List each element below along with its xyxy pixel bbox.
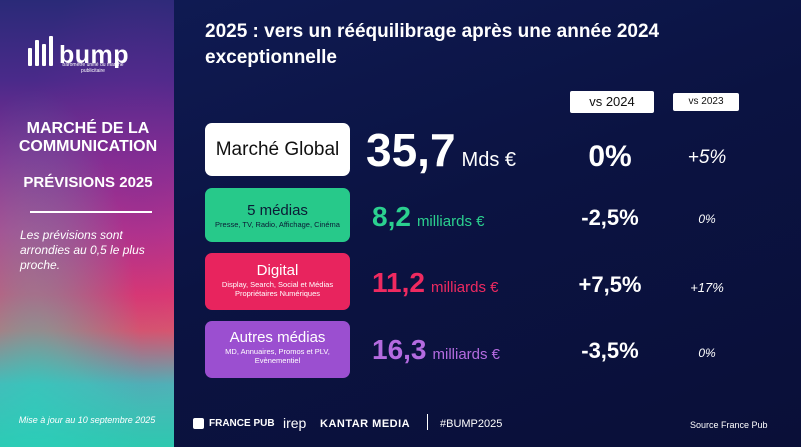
sidebar-divider: [30, 211, 152, 213]
vs2023-digital: +17%: [690, 280, 724, 295]
hashtag: #BUMP2025: [440, 418, 503, 430]
vs2023-marche-global: +5%: [687, 147, 727, 168]
update-date: Mise à jour au 10 septembre 2025: [18, 415, 156, 425]
value-unit: Mds €: [461, 149, 516, 171]
source-note: Source France Pub: [690, 420, 768, 430]
value-digital: 11,2 milliards €: [372, 266, 498, 305]
france-pub-icon: [193, 418, 204, 429]
kantar-media-logo: KANTAR MEDIA: [320, 418, 411, 430]
card-marche-global: Marché Global: [205, 123, 350, 176]
france-pub-logo: FRANCE PUB: [193, 418, 275, 429]
value-number: 35,7: [366, 124, 456, 176]
vs2024-digital: +7,5%: [578, 272, 642, 297]
card-5-medias: 5 médias Presse, TV, Radio, Affichage, C…: [205, 188, 350, 242]
logo-bars-icon: [28, 36, 53, 66]
vs2024-autres-medias: -3,5%: [581, 338, 639, 363]
logo-text: bump: [59, 41, 130, 69]
card-label: 5 médias: [247, 202, 308, 219]
vs2024-5-medias: -2,5%: [581, 205, 639, 230]
footer-separator: [427, 414, 428, 430]
card-label: Marché Global: [215, 139, 340, 160]
value-marche-global: 35,7 Mds €: [366, 124, 516, 186]
value-5-medias: 8,2 milliards €: [372, 200, 484, 239]
value-number: 11,2: [372, 267, 425, 298]
card-label: Digital: [256, 262, 299, 279]
bump-logo: bump: [28, 36, 130, 69]
value-unit: milliards €: [430, 279, 499, 296]
sidebar-heading-line2: COMMUNICATION: [18, 138, 158, 155]
france-pub-text: FRANCE PUB: [209, 418, 275, 429]
sidebar-subheading: PRÉVISIONS 2025: [23, 174, 153, 191]
value-unit: milliards €: [432, 346, 501, 363]
value-unit: milliards €: [416, 213, 485, 230]
value-number: 8,2: [372, 201, 411, 232]
value-number: 16,3: [372, 334, 427, 365]
vs2024-marche-global: 0%: [588, 140, 632, 173]
sidebar-heading-line1: MARCHÉ DE LA: [26, 120, 150, 137]
column-header-vs-2024: vs 2024: [570, 91, 654, 113]
vs2023-5-medias: 0%: [698, 212, 716, 226]
card-digital: Digital Display, Search, Social et Média…: [205, 253, 350, 310]
vs2023-autres-medias: 0%: [698, 346, 716, 360]
card-label: Autres médias: [229, 329, 326, 346]
sidebar: bump baromètre unifié du marché publicit…: [0, 0, 174, 447]
card-sublabel: MD, Annuaires, Promos et PLV, Evènementi…: [225, 347, 330, 365]
logo-subtitle: baromètre unifié du marché publicitaire: [62, 62, 124, 74]
value-autres-medias: 16,3 milliards €: [372, 333, 500, 372]
card-autres-medias: Autres médias MD, Annuaires, Promos et P…: [205, 321, 350, 378]
card-sublabel: Display, Search, Social et Médias Propri…: [221, 280, 334, 298]
column-header-vs-2023: vs 2023: [673, 93, 739, 111]
sidebar-heading: MARCHÉ DE LA COMMUNICATION: [8, 120, 168, 156]
sidebar-note: Les prévisions sont arrondies au 0,5 le …: [20, 228, 145, 272]
irep-logo: irep: [283, 415, 307, 431]
page-title: 2025 : vers un rééquilibrage après une a…: [205, 21, 660, 68]
card-sublabel: Presse, TV, Radio, Affichage, Cinéma: [215, 220, 340, 229]
